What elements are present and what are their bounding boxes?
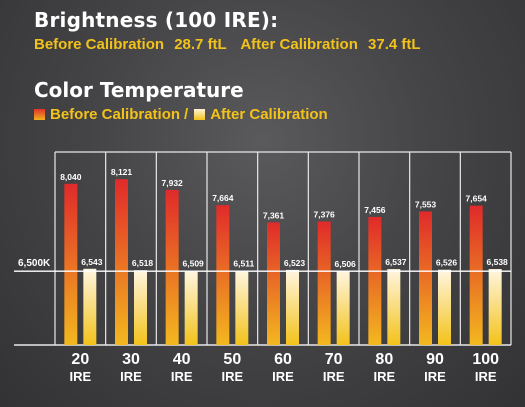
data-label-after-20: 6,543 xyxy=(81,257,103,267)
bar-before-90 xyxy=(419,211,432,345)
legend-swatch-after xyxy=(194,109,206,120)
x-tick-label-70: 70 xyxy=(325,351,343,368)
before-calibration-label: Before Calibration xyxy=(34,36,165,53)
data-label-after-90: 6,526 xyxy=(436,258,458,268)
x-tick-unit-50: IRE xyxy=(221,369,243,384)
x-tick-unit-70: IRE xyxy=(323,369,345,384)
data-label-before-80: 7,456 xyxy=(364,205,386,215)
data-label-before-20: 8,040 xyxy=(60,172,82,182)
x-tick-unit-30: IRE xyxy=(120,369,142,384)
x-tick-unit-90: IRE xyxy=(424,369,446,384)
bar-before-40 xyxy=(165,189,179,345)
bar-after-30 xyxy=(134,270,147,345)
after-calibration-value: 37.4 ftL xyxy=(368,36,421,53)
legend-separator: / xyxy=(184,106,189,123)
bar-after-20 xyxy=(83,268,97,345)
data-label-before-90: 7,553 xyxy=(415,199,437,209)
data-label-after-80: 6,537 xyxy=(385,257,407,267)
bar-after-90 xyxy=(438,269,451,345)
x-tick-label-90: 90 xyxy=(426,351,444,368)
bar-before-20 xyxy=(64,183,78,345)
bar-after-100 xyxy=(488,269,502,345)
bar-after-60 xyxy=(286,269,299,345)
x-tick-unit-100: IRE xyxy=(475,369,497,384)
data-label-before-70: 7,376 xyxy=(314,209,336,219)
x-tick-label-30: 30 xyxy=(122,351,140,368)
bar-before-60 xyxy=(267,222,280,345)
bar-after-80 xyxy=(387,269,401,345)
brightness-values: Before Calibration 28.7 ftL After Calibr… xyxy=(34,36,427,53)
bar-before-70 xyxy=(317,221,331,345)
reference-line-label: 6,500K xyxy=(18,258,51,269)
chart-legend: Before Calibration / After Calibration xyxy=(34,106,328,123)
data-label-after-50: 6,511 xyxy=(233,259,254,269)
data-label-after-70: 6,506 xyxy=(335,259,357,269)
data-label-before-60: 7,361 xyxy=(263,210,285,220)
brightness-title: Brightness (100 IRE): xyxy=(34,8,279,32)
before-calibration-value: 28.7 ftL xyxy=(174,36,227,53)
data-label-after-100: 6,538 xyxy=(487,257,509,267)
bar-before-80 xyxy=(368,216,382,345)
legend-label-after: After Calibration xyxy=(210,106,328,123)
data-label-before-100: 7,654 xyxy=(466,194,488,204)
x-tick-label-50: 50 xyxy=(223,351,241,368)
data-label-after-40: 6,509 xyxy=(183,259,205,269)
x-tick-unit-60: IRE xyxy=(272,369,294,384)
data-label-after-30: 6,518 xyxy=(132,258,154,268)
x-tick-label-60: 60 xyxy=(274,351,292,368)
x-tick-unit-80: IRE xyxy=(373,369,395,384)
data-label-before-40: 7,932 xyxy=(162,178,184,188)
x-tick-label-100: 100 xyxy=(472,351,499,368)
bar-before-50 xyxy=(216,205,230,345)
legend-label-before: Before Calibration xyxy=(50,106,181,123)
data-label-after-60: 6,523 xyxy=(284,258,306,268)
legend-swatch-before xyxy=(34,109,45,120)
x-tick-label-80: 80 xyxy=(375,351,393,368)
x-tick-unit-20: IRE xyxy=(69,369,91,384)
bar-after-50 xyxy=(235,270,249,345)
bar-after-70 xyxy=(336,270,350,345)
x-tick-unit-40: IRE xyxy=(171,369,193,384)
after-calibration-label: After Calibration xyxy=(240,36,358,53)
bar-before-30 xyxy=(115,179,128,345)
data-label-before-30: 8,121 xyxy=(111,167,133,177)
x-tick-label-20: 20 xyxy=(71,351,89,368)
color-temperature-title: Color Temperature xyxy=(34,78,244,102)
data-label-before-50: 7,664 xyxy=(212,193,234,203)
bar-before-100 xyxy=(469,205,483,345)
bar-after-40 xyxy=(184,270,198,345)
x-tick-label-40: 40 xyxy=(173,351,191,368)
